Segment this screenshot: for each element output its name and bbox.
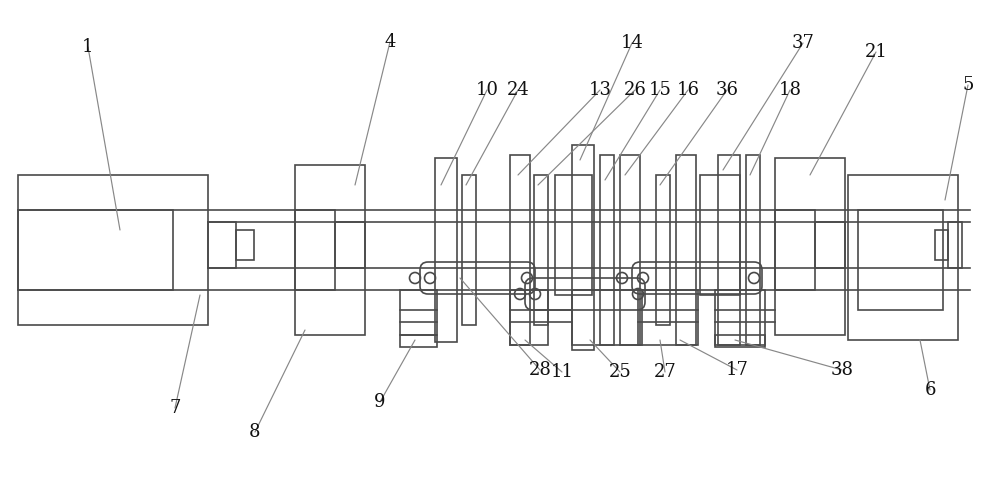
Bar: [858, 210, 943, 310]
Bar: [700, 175, 740, 295]
Bar: [555, 175, 592, 295]
Bar: [510, 290, 548, 345]
Bar: [815, 222, 845, 268]
Bar: [208, 222, 236, 268]
Bar: [400, 335, 437, 347]
Text: 15: 15: [649, 81, 671, 99]
Bar: [935, 230, 948, 260]
Bar: [718, 155, 740, 345]
Text: 1: 1: [82, 38, 94, 56]
Bar: [656, 175, 670, 325]
Bar: [676, 155, 696, 345]
Bar: [948, 222, 962, 268]
Bar: [435, 158, 457, 342]
Text: 24: 24: [507, 81, 529, 99]
Bar: [638, 290, 698, 345]
Text: 7: 7: [169, 399, 181, 417]
Text: 17: 17: [726, 361, 748, 379]
Bar: [715, 335, 765, 347]
Text: 16: 16: [676, 81, 700, 99]
Text: 8: 8: [249, 423, 261, 441]
Bar: [400, 290, 437, 335]
Bar: [620, 155, 640, 345]
Bar: [295, 165, 365, 335]
Text: 5: 5: [962, 76, 974, 94]
Bar: [236, 230, 254, 260]
Bar: [775, 158, 845, 335]
Bar: [534, 175, 548, 325]
Bar: [295, 210, 335, 290]
Text: 38: 38: [830, 361, 854, 379]
Bar: [462, 175, 476, 325]
Text: 36: 36: [716, 81, 738, 99]
Text: 10: 10: [476, 81, 498, 99]
Text: 6: 6: [924, 381, 936, 399]
Text: 28: 28: [529, 361, 551, 379]
Text: 13: 13: [588, 81, 612, 99]
Bar: [715, 290, 765, 345]
Bar: [335, 222, 365, 268]
Bar: [775, 210, 815, 290]
Text: 4: 4: [384, 33, 396, 51]
Bar: [600, 155, 614, 345]
Bar: [18, 175, 208, 325]
Text: 9: 9: [374, 393, 386, 411]
Text: 27: 27: [654, 363, 676, 381]
Bar: [18, 210, 173, 290]
Bar: [572, 290, 642, 345]
Bar: [572, 145, 594, 350]
Text: 37: 37: [792, 34, 814, 52]
Text: 25: 25: [609, 363, 631, 381]
Bar: [510, 155, 530, 345]
Bar: [746, 155, 760, 345]
Bar: [848, 175, 958, 340]
Text: 11: 11: [550, 363, 574, 381]
Text: 26: 26: [624, 81, 646, 99]
Text: 21: 21: [865, 43, 887, 61]
Text: 18: 18: [778, 81, 802, 99]
Text: 14: 14: [621, 34, 643, 52]
